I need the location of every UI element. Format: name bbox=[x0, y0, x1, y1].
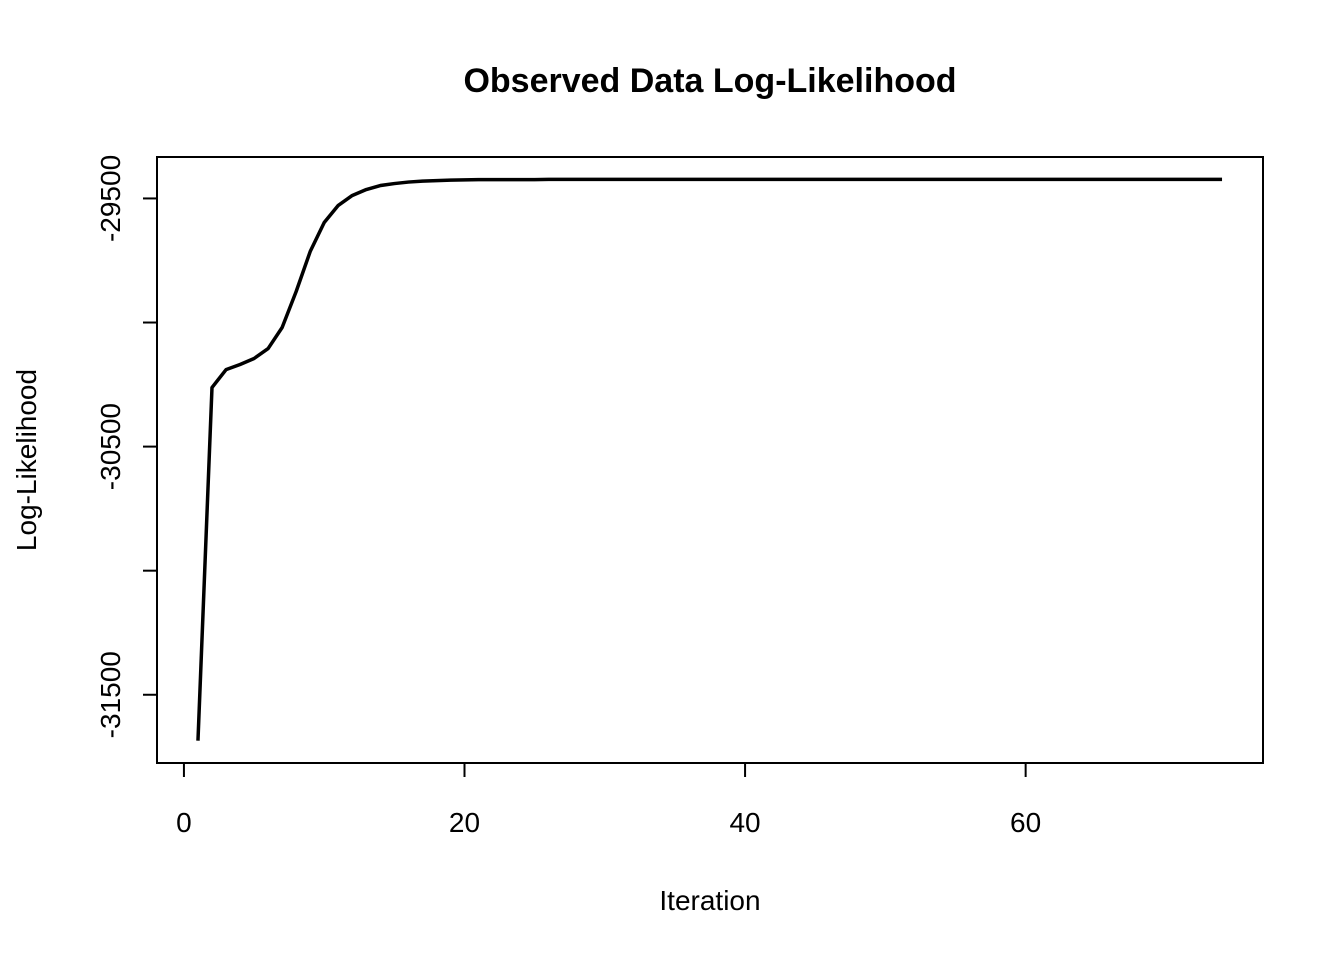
y-axis-label: Log-Likelihood bbox=[11, 369, 42, 551]
y-tick-label: -31500 bbox=[95, 651, 126, 738]
data-line bbox=[196, 177, 1223, 741]
x-tick-label: 60 bbox=[1010, 807, 1041, 838]
x-tick-label: 0 bbox=[176, 807, 192, 838]
plot-frame bbox=[156, 156, 1264, 764]
x-tick-label: 40 bbox=[729, 807, 760, 838]
y-tick-label: -29500 bbox=[95, 155, 126, 242]
y-tick-label: -30500 bbox=[95, 403, 126, 490]
x-axis-label: Iteration bbox=[659, 885, 760, 916]
x-tick-label: 20 bbox=[449, 807, 480, 838]
chart-title: Observed Data Log-Likelihood bbox=[463, 62, 956, 100]
